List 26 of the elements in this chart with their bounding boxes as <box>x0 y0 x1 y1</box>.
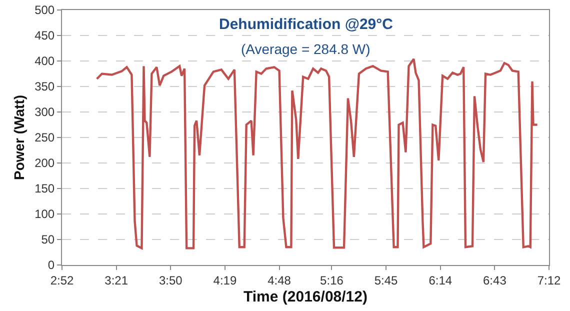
y-tick-label: 150 <box>34 182 55 196</box>
x-tick-label: 3:21 <box>104 273 128 288</box>
x-tick-label: 4:19 <box>213 273 237 288</box>
x-tick-label: 5:45 <box>374 273 398 288</box>
y-tick-label: 0 <box>48 258 55 272</box>
text: (Average = 284.8 W) <box>241 41 370 57</box>
y-tick-label: 400 <box>34 54 55 68</box>
y-tick-label: 200 <box>34 156 55 170</box>
x-tick-label: 3:50 <box>158 273 183 288</box>
line-series <box>96 58 538 250</box>
y-tick-label: 50 <box>41 232 55 247</box>
x-tick-label: 4:48 <box>268 273 292 288</box>
y-tick-label: 350 <box>34 80 55 94</box>
y-tick-label: 250 <box>34 130 55 145</box>
x-tick-label: 6:14 <box>428 273 452 288</box>
y-tick-label: 300 <box>34 105 55 120</box>
x-tick-label: 7:12 <box>537 273 561 288</box>
x-tick-label: 6:43 <box>483 273 507 288</box>
y-tick-label: 450 <box>34 28 55 43</box>
y-tick-label: 500 <box>34 3 55 18</box>
x-axis-title: Time (2016/08/12) <box>244 288 368 306</box>
y-tick-label: 100 <box>34 207 55 222</box>
x-tick-label: 5:16 <box>320 273 344 288</box>
chart-title: Dehumidification @29°C <box>219 16 394 33</box>
y-axis-title: Power (Watt) <box>11 94 28 180</box>
x-tick-label: 2:52 <box>50 273 74 288</box>
